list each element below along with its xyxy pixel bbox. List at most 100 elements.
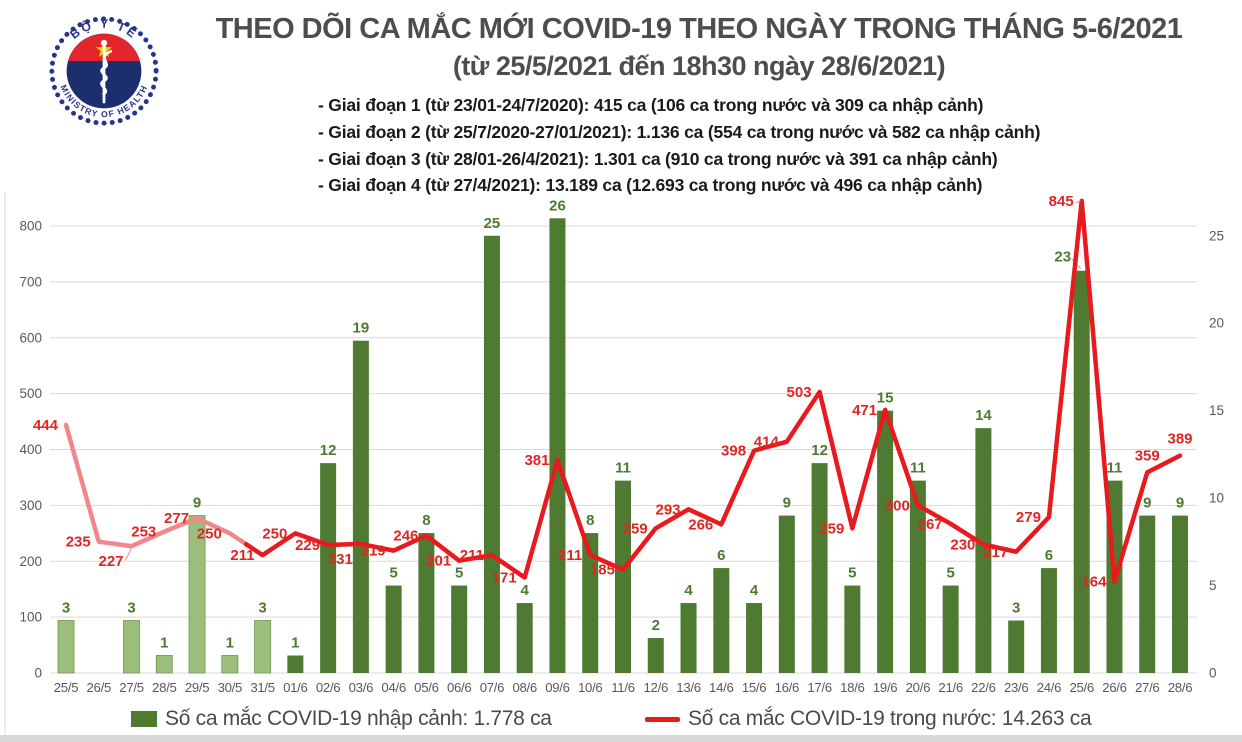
- line-label: 171: [492, 569, 517, 586]
- bar: [647, 638, 664, 673]
- x-axis-label: 20/6: [906, 680, 930, 695]
- bar: [385, 585, 402, 673]
- line-label: 201: [426, 553, 451, 570]
- bar: [1008, 620, 1025, 673]
- logo-scalloped-ring: [49, 16, 159, 126]
- phase-line-4: - Giai đoạn 4 (từ 27/4/2021): 13.189 ca …: [318, 175, 983, 196]
- line-label: 219: [361, 543, 386, 560]
- x-axis-label: 01/6: [283, 680, 307, 695]
- line-label: 246: [393, 528, 418, 545]
- line-label: 164: [1081, 573, 1107, 590]
- bar-label: 3: [258, 600, 266, 617]
- bar: [582, 533, 599, 673]
- bottom-strip: [0, 735, 1242, 742]
- x-axis-label: 31/5: [250, 680, 274, 695]
- legend-item-domestic: Số ca mắc COVID-19 trong nước: 14.263 ca: [645, 702, 1092, 736]
- bar: [615, 480, 631, 673]
- bar-label: 1: [160, 635, 168, 652]
- x-axis-label: 04/6: [381, 680, 405, 695]
- bar-label: 3: [127, 600, 135, 617]
- bar: [909, 480, 926, 673]
- bar: [877, 410, 894, 673]
- legend-swatch-domestic-icon: [645, 716, 680, 722]
- bar-label: 15: [877, 390, 894, 407]
- right-axis-tick: 5: [1209, 578, 1217, 593]
- bar: [320, 463, 337, 673]
- bar-label: 26: [549, 197, 566, 214]
- bar-label: 19: [353, 320, 370, 337]
- line-label: 359: [1135, 447, 1160, 464]
- bar-label: 23: [1054, 249, 1071, 266]
- x-axis-label: 13/6: [676, 680, 700, 695]
- bar: [516, 603, 533, 673]
- bar-label: 3: [62, 600, 70, 617]
- left-axis-tick: 300: [19, 498, 42, 513]
- bar-label: 5: [946, 565, 954, 582]
- bar-label: 2: [652, 617, 660, 634]
- x-axis-label: 27/6: [1135, 680, 1159, 695]
- left-axis-tick: 500: [19, 386, 42, 401]
- bar: [254, 620, 272, 674]
- logo-staff-knob: [100, 39, 108, 47]
- bar-label: 6: [717, 547, 725, 564]
- bar-label: 5: [455, 565, 463, 582]
- x-axis-label: 15/6: [742, 680, 766, 695]
- bar-label: 1: [291, 635, 299, 652]
- bar: [1139, 515, 1156, 673]
- bar-label: 11: [910, 460, 926, 477]
- line-label: 414: [754, 434, 780, 451]
- line-label: 211: [558, 547, 582, 564]
- left-axis-tick: 100: [19, 610, 42, 625]
- bar: [1040, 568, 1057, 673]
- title-block: THEO DÕI CA MẮC MỚI COVID-19 THEO NGÀY T…: [170, 10, 1228, 84]
- bar: [844, 585, 861, 673]
- bar-label: 1: [226, 635, 234, 652]
- line-label: 185: [590, 562, 615, 579]
- legend-label-imported: Số ca mắc COVID-19 nhập cảnh: 1.778 ca: [165, 707, 552, 730]
- x-axis-label: 30/5: [218, 680, 242, 695]
- left-axis-tick: 700: [19, 274, 42, 289]
- bar-label: 12: [811, 442, 828, 459]
- bar: [155, 655, 173, 674]
- line-label: 230: [950, 536, 975, 553]
- bar-label: 9: [1176, 495, 1184, 512]
- bar: [188, 515, 206, 674]
- line-label: 250: [197, 525, 222, 542]
- bar-label: 8: [422, 512, 430, 529]
- line-label: 444: [33, 417, 59, 434]
- line-label: 235: [66, 534, 91, 551]
- bar: [123, 620, 141, 674]
- x-axis-label: 08/6: [512, 680, 536, 695]
- x-axis-label: 12/6: [644, 680, 668, 695]
- right-axis-tick: 20: [1209, 316, 1224, 331]
- x-axis-label: 26/5: [87, 680, 111, 695]
- line-label: 398: [721, 443, 746, 460]
- case-line-june: [243, 198, 1183, 584]
- left-axis-tick: 600: [19, 330, 42, 345]
- x-axis-label: 07/6: [480, 680, 504, 695]
- x-axis-label: 14/6: [709, 680, 733, 695]
- bar: [1172, 515, 1188, 673]
- line-label: 389: [1167, 431, 1192, 448]
- bar-label: 9: [783, 495, 791, 512]
- left-axis-tick: 400: [19, 442, 42, 457]
- x-axis-label: 09/6: [545, 680, 569, 695]
- line-label: 259: [819, 520, 844, 537]
- leader-line: [1075, 200, 1081, 204]
- x-axis-label: 17/6: [807, 680, 831, 695]
- line-label: 381: [524, 452, 549, 469]
- line-label: 211: [230, 547, 254, 564]
- bar-label: 8: [586, 512, 594, 529]
- bar-label: 3: [1012, 600, 1020, 617]
- bar-label: 5: [848, 565, 856, 582]
- phase-line-1: - Giai đoạn 1 (từ 23/01-24/7/2020): 415 …: [318, 95, 984, 115]
- left-axis-tick: 800: [19, 219, 42, 234]
- line-label: 253: [131, 524, 156, 541]
- x-axis-label: 19/6: [873, 680, 897, 695]
- x-axis-label: 29/5: [185, 680, 209, 695]
- right-axis-tick: 15: [1209, 403, 1224, 418]
- bar-label: 4: [684, 582, 693, 599]
- bar-label: 25: [484, 215, 501, 232]
